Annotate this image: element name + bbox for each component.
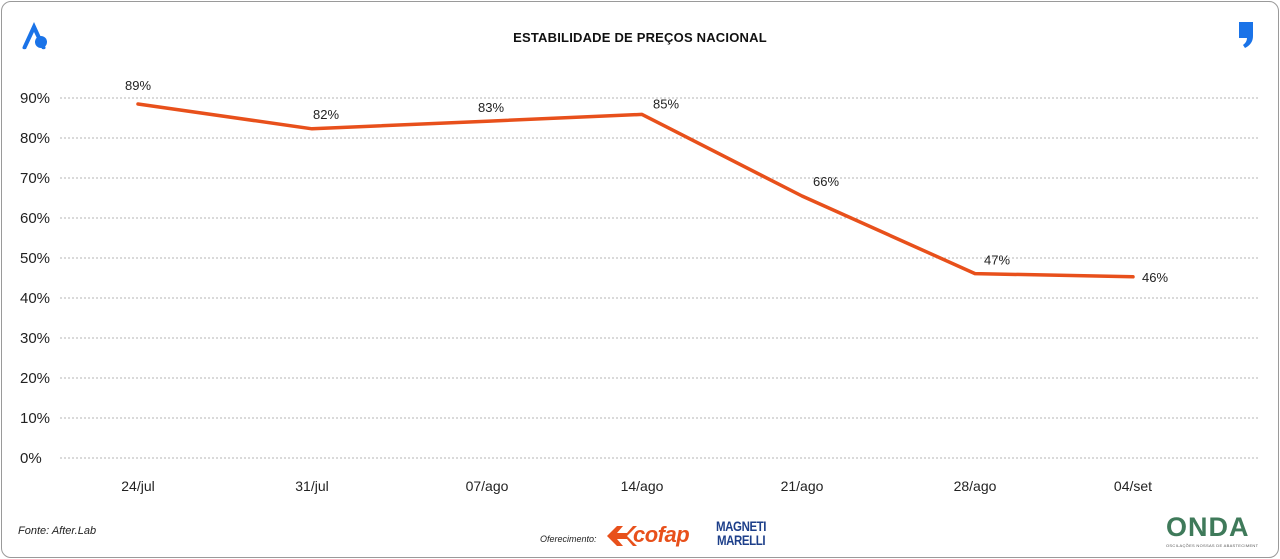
data-label: 89% [125,78,151,93]
chart-title: ESTABILIDADE DE PREÇOS NACIONAL [513,30,767,45]
x-tick-label: 07/ago [466,478,509,494]
data-label: 83% [478,100,504,115]
x-axis-ticks: 24/jul 31/jul 07/ago 14/ago 21/ago 28/ago 04/s… [121,478,1152,494]
onda-logo-subtitle: OSCILAÇÕES NOSSAS DE ABASTECIMENTO E PRE… [1166,543,1258,548]
x-tick-label: 28/ago [954,478,997,494]
series-polyline [136,102,1135,279]
y-tick-label: 0% [20,450,42,467]
series-line [136,102,1135,279]
x-tick-label: 14/ago [621,478,664,494]
source-note: Fonte: After.Lab [18,525,97,537]
x-tick-label: 21/ago [781,478,824,494]
magneti-line2: MARELLI [716,532,766,548]
data-label: 47% [984,253,1010,268]
onda-logo: ONDA [1166,512,1250,542]
x-tick-label: 24/jul [121,478,154,494]
y-tick-label: 20% [20,370,50,387]
y-tick-label: 30% [20,330,50,347]
x-tick-label: 31/jul [295,478,328,494]
magneti-line1: MAGNETI [716,518,767,534]
data-label: 82% [313,107,339,122]
quote-mark-icon [1239,22,1253,48]
y-tick-label: 40% [20,290,50,307]
x-tick-label: 04/set [1114,478,1152,494]
sponsor-label: Oferecimento: [540,534,597,544]
data-labels: 89% 82% 83% 85% 66% 47% 46% [125,78,1168,285]
y-tick-label: 90% [20,90,50,107]
brand-a-logo-icon [22,22,47,50]
data-label: 46% [1142,270,1168,285]
cofap-logo-icon [607,526,637,546]
magneti-marelli-logo: MAGNETI MARELLI [714,519,768,547]
data-label: 66% [813,174,839,189]
y-tick-label: 80% [20,130,50,147]
y-tick-label: 60% [20,210,50,227]
grid-lines [60,97,1260,459]
data-label: 85% [653,96,679,111]
y-tick-label: 10% [20,410,50,427]
cofap-logo-text: cofap [633,522,690,547]
y-axis-ticks: 0% 10% 20% 30% 40% 50% 60% 70% 80% 90% [20,90,50,467]
y-tick-label: 70% [20,170,50,187]
y-tick-label: 50% [20,250,50,267]
